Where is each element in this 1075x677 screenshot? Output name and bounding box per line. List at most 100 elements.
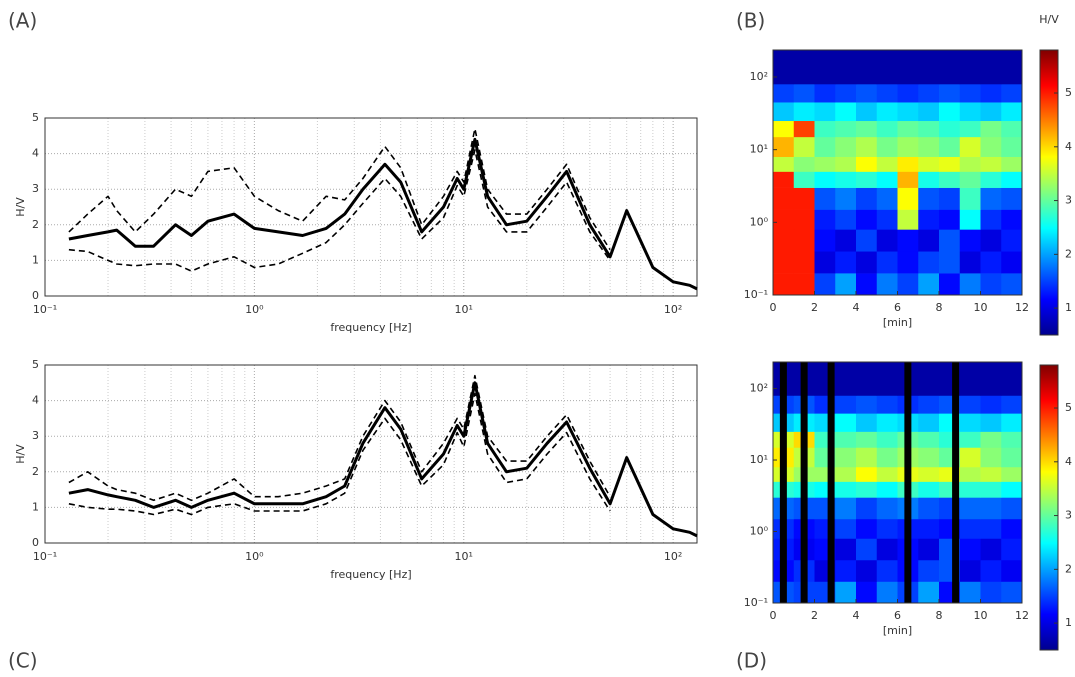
heatmap-cell: [939, 229, 961, 252]
x-tick-label: 8: [936, 609, 943, 622]
heatmap-cell: [876, 156, 898, 172]
heatmap-cell: [1001, 518, 1023, 539]
heatmap-cell: [856, 581, 878, 604]
rejected-window: [827, 362, 835, 603]
heatmap-cell: [835, 229, 857, 252]
heatmap-cell: [1001, 466, 1023, 482]
heatmap-cell: [876, 413, 898, 432]
y-tick-label: 4: [32, 394, 39, 407]
heatmap-cell: [1001, 362, 1023, 396]
heatmap-cell: [856, 395, 878, 414]
heatmap-cell: [793, 102, 815, 122]
y-tick-label: 10⁻¹: [744, 596, 768, 609]
heatmap-cell: [918, 447, 940, 468]
heatmap-cell: [835, 431, 857, 448]
heatmap-cell: [814, 120, 836, 138]
x-tick-label: 0: [770, 301, 777, 314]
heatmap-cell: [897, 50, 919, 85]
heatmap-cell: [897, 251, 919, 274]
heatmap-cell: [876, 120, 898, 138]
rejected-window: [800, 362, 808, 603]
y-tick-label: 0: [32, 289, 39, 302]
heatmap-cell: [918, 50, 940, 85]
heatmap-cell: [835, 538, 857, 561]
heatmap-cell: [876, 187, 898, 210]
heatmap-cell: [918, 538, 940, 561]
heatmap-cell: [856, 136, 878, 157]
heatmap-cell: [856, 466, 878, 482]
heatmap-cell: [773, 156, 795, 172]
heatmap-cell: [814, 156, 836, 172]
heatmap-cell: [980, 209, 1002, 230]
heatmap-cell: [918, 273, 940, 296]
heatmap-cell: [980, 447, 1002, 468]
heatmap-cell: [959, 413, 981, 432]
heatmap-cell: [773, 136, 795, 157]
heatmap-cell: [918, 209, 940, 230]
heatmap-cell: [835, 156, 857, 172]
colorbar-tick-label: 1: [1065, 616, 1072, 629]
x-axis-label: [min]: [883, 316, 912, 329]
heatmap-cell: [980, 518, 1002, 539]
heatmap-cell: [876, 209, 898, 230]
heatmap-cell: [856, 497, 878, 520]
heatmap-cell: [959, 538, 981, 561]
heatmap-cell: [959, 156, 981, 172]
heatmap-cell: [856, 431, 878, 448]
heatmap-cell: [959, 136, 981, 157]
heatmap-cell: [773, 102, 795, 122]
heatmap-cell: [876, 171, 898, 188]
heatmap-cell: [835, 102, 857, 122]
heatmap-cell: [793, 156, 815, 172]
heatmap-cell: [1001, 102, 1023, 122]
y-axis-label: H/V: [14, 444, 27, 464]
heatmap-cell: [876, 84, 898, 103]
heatmap-cell: [814, 102, 836, 122]
y-tick-label: 3: [32, 429, 39, 442]
hv-curve: [68, 137, 698, 291]
heatmap-cell: [876, 518, 898, 539]
heatmap-cell: [980, 102, 1002, 122]
heatmap-cell: [918, 102, 940, 122]
x-tick-label: 12: [1015, 301, 1029, 314]
plot-area: [45, 118, 697, 296]
heatmap-cell: [1001, 84, 1023, 103]
colorbar-tick-label: 3: [1065, 509, 1072, 522]
heatmap-cell: [773, 273, 795, 296]
x-tick-label: 6: [894, 609, 901, 622]
heatmap-cell: [876, 273, 898, 296]
x-tick-label: 6: [894, 301, 901, 314]
y-tick-label: 3: [32, 182, 39, 195]
heatmap-cell: [814, 187, 836, 210]
heatmap-cell: [1001, 187, 1023, 210]
heatmap-cell: [980, 481, 1002, 498]
heatmap-cell: [856, 559, 878, 582]
x-axis-label: frequency [Hz]: [330, 568, 411, 581]
x-tick-label: 10²: [664, 550, 682, 563]
heatmap-cell: [835, 209, 857, 230]
heatmap-cell: [1001, 120, 1023, 138]
heatmap-cell: [856, 413, 878, 432]
x-axis-label: frequency [Hz]: [330, 321, 411, 334]
heatmap-cell: [939, 171, 961, 188]
heatmap-cell: [835, 84, 857, 103]
hv-curve: [68, 127, 611, 251]
x-tick-label: 4: [853, 301, 860, 314]
heatmap-cell: [773, 120, 795, 138]
colorbar: [1039, 49, 1059, 336]
heatmap-cell: [959, 120, 981, 138]
x-tick-label: 4: [853, 609, 860, 622]
heatmap-cell: [939, 120, 961, 138]
heatmap-cell: [959, 481, 981, 498]
heatmap-cell: [918, 120, 940, 138]
heatmap-cell: [856, 251, 878, 274]
heatmap-cell: [1001, 497, 1023, 520]
heatmap-cell: [876, 251, 898, 274]
heatmap-cell: [814, 136, 836, 157]
heatmap-cell: [918, 466, 940, 482]
heatmap-cell: [918, 362, 940, 396]
heatmap-cell: [793, 84, 815, 103]
heatmap-cell: [918, 251, 940, 274]
heatmap-cell: [980, 136, 1002, 157]
heatmap-cell: [918, 84, 940, 103]
